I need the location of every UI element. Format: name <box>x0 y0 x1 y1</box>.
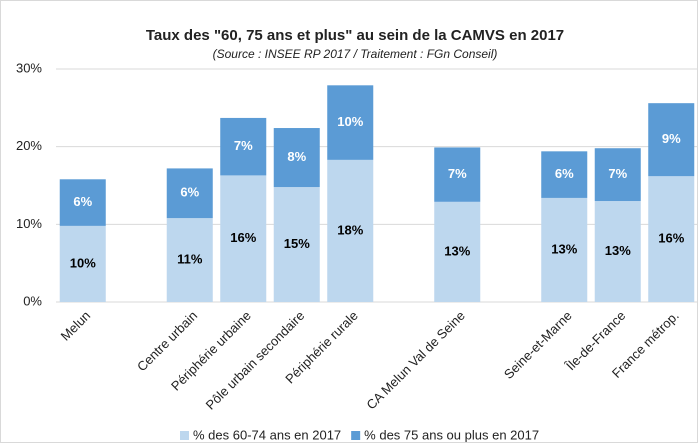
data-label: 6% <box>73 194 92 209</box>
bar-segment <box>648 103 695 177</box>
data-label: 9% <box>662 131 681 146</box>
y-tick-label: 0% <box>23 293 42 308</box>
bar-segment <box>273 187 320 302</box>
bar-segment <box>327 159 374 302</box>
y-tick-label: 30% <box>16 60 42 75</box>
legend-label: % des 75 ans ou plus en 2017 <box>364 427 539 442</box>
bar-segment <box>594 148 641 202</box>
y-tick-label: 10% <box>16 216 42 231</box>
bar-segment <box>541 197 588 302</box>
bar-segment <box>434 147 481 202</box>
data-label: 13% <box>605 243 631 258</box>
chart-title: Taux des "60, 75 ans et plus" au sein de… <box>146 27 564 44</box>
bar-segment <box>273 128 320 188</box>
data-label: 15% <box>284 236 310 251</box>
legend-swatch <box>180 431 189 440</box>
bar-segment <box>166 218 213 302</box>
bar-segment <box>59 225 106 302</box>
data-label: 18% <box>337 222 363 237</box>
bar-segment <box>327 85 374 160</box>
legend-label: % des 60-74 ans en 2017 <box>193 427 341 442</box>
data-label: 16% <box>658 231 684 246</box>
data-label: 7% <box>234 138 253 153</box>
data-label: 7% <box>608 166 627 181</box>
data-label: 16% <box>230 230 256 245</box>
bar-segment <box>59 179 106 226</box>
data-label: 6% <box>180 185 199 200</box>
bar-segment <box>434 201 481 302</box>
bar-segment <box>166 168 213 219</box>
data-label: 10% <box>337 114 363 129</box>
bar-segment <box>220 117 267 176</box>
y-tick-label: 20% <box>16 138 42 153</box>
bar-segment <box>541 151 588 198</box>
bar-segment <box>648 176 695 302</box>
legend-swatch <box>351 431 361 440</box>
data-label: 6% <box>555 166 574 181</box>
data-label: 11% <box>177 251 203 266</box>
chart-subtitle: (Source : INSEE RP 2017 / Traitement : F… <box>213 47 498 61</box>
data-label: 7% <box>448 166 467 181</box>
data-label: 10% <box>70 255 96 270</box>
data-label: 13% <box>444 243 470 258</box>
bar-segment <box>594 201 641 302</box>
data-label: 8% <box>287 149 306 164</box>
bar-segment <box>220 175 267 302</box>
data-label: 13% <box>551 241 577 256</box>
